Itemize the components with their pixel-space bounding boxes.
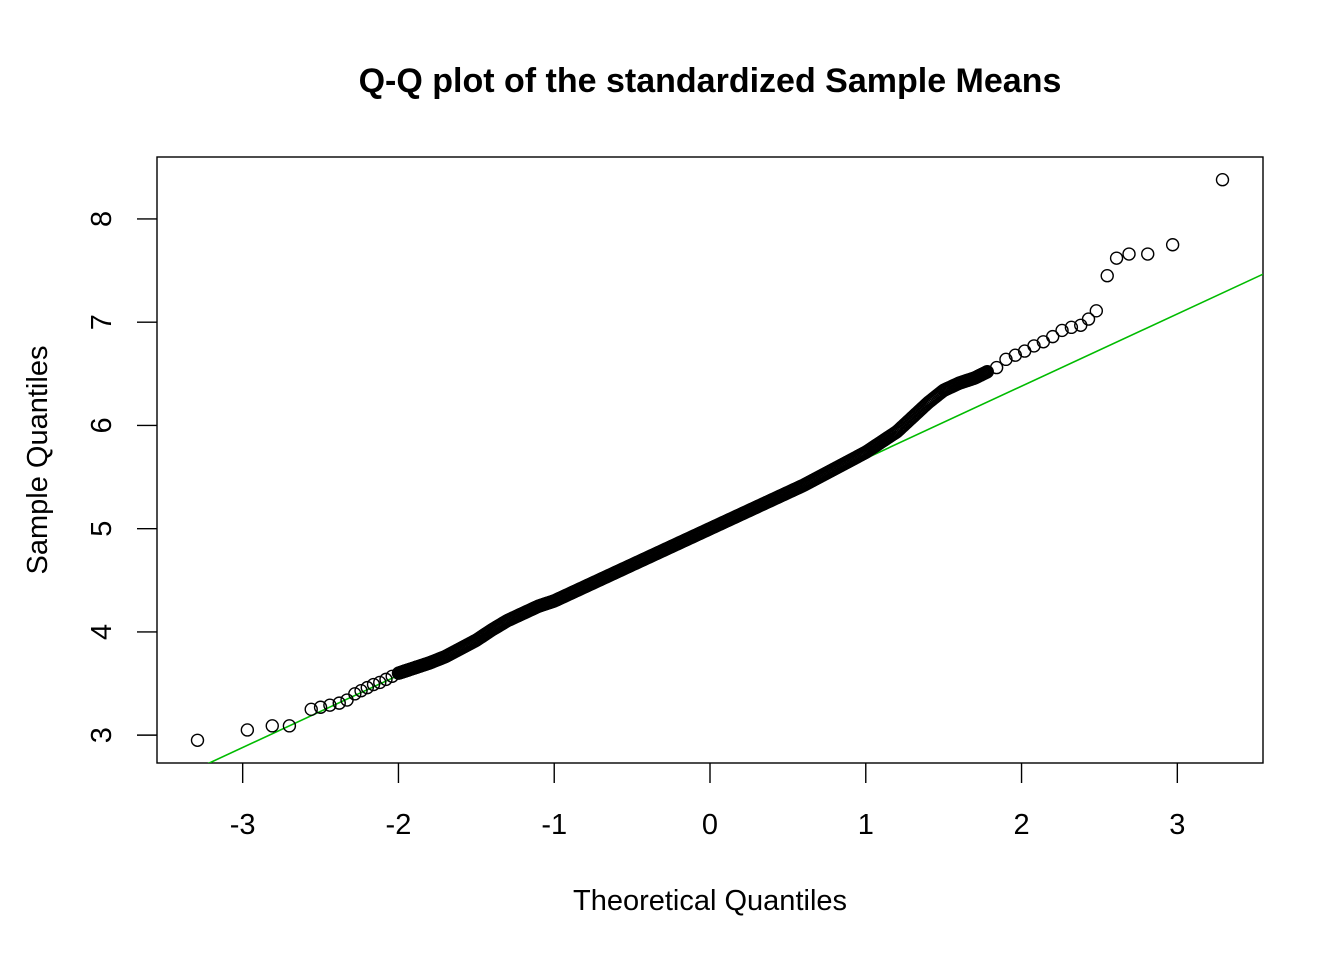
- data-point: [348, 687, 362, 701]
- data-point: [1055, 323, 1069, 338]
- data-point: [1215, 173, 1230, 187]
- data-point: [1100, 269, 1114, 283]
- data-point: [1122, 247, 1136, 261]
- data-point: [1064, 320, 1079, 335]
- y-tick-label: 8: [86, 211, 118, 227]
- data-point: [340, 693, 354, 707]
- data-point: [373, 675, 387, 690]
- data-point: [282, 719, 297, 733]
- data-point: [313, 700, 328, 714]
- y-tick-label: 5: [86, 521, 118, 537]
- y-tick-label: 3: [86, 727, 118, 743]
- x-tick-label: 2: [1013, 809, 1029, 841]
- data-point: [1046, 329, 1060, 344]
- data-point: [989, 360, 1004, 375]
- sample-points: [190, 173, 1230, 747]
- data-point: [1081, 312, 1096, 326]
- chart-title: Q-Q plot of the standardized Sample Mean…: [359, 62, 1062, 100]
- data-point: [1109, 251, 1124, 265]
- data-point: [190, 733, 205, 747]
- x-axis-label: Theoretical Quantiles: [573, 885, 847, 917]
- data-point: [332, 696, 346, 710]
- y-axis: 3 4 5 6 7 8: [86, 211, 157, 743]
- data-point: [1089, 304, 1104, 318]
- x-tick-label: -1: [541, 809, 567, 841]
- plot-frame: [156, 156, 1264, 764]
- data-point: [354, 684, 368, 698]
- x-tick-label: 3: [1169, 809, 1185, 841]
- x-tick-label: 0: [702, 809, 718, 841]
- x-tick-label: 1: [858, 809, 874, 841]
- data-point: [304, 702, 318, 717]
- data-point: [1165, 238, 1180, 252]
- y-tick-label: 7: [86, 314, 118, 330]
- y-tick-label: 6: [86, 417, 118, 433]
- data-point: [366, 677, 381, 692]
- x-tick-label: -3: [230, 809, 256, 841]
- x-tick-label: -2: [386, 809, 412, 841]
- x-axis: -3 -2 -1 0 1 2 3: [230, 763, 1185, 841]
- data-point: [1141, 247, 1155, 261]
- data-point: [240, 723, 255, 737]
- y-tick-label: 4: [86, 624, 118, 640]
- data-point: [323, 698, 337, 712]
- data-point: [360, 680, 374, 695]
- y-axis-label: Sample Quantiles: [22, 346, 54, 575]
- data-point: [265, 719, 279, 733]
- data-point: [379, 672, 393, 687]
